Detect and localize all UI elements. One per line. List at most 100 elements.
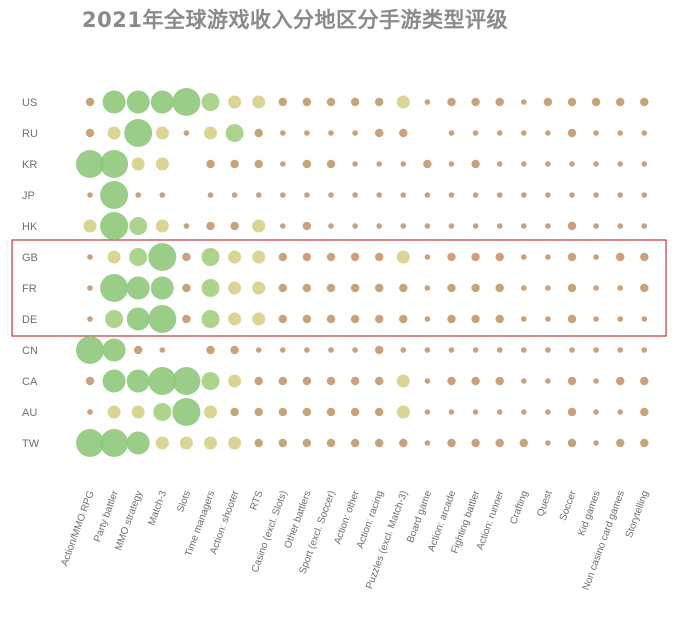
bubble-fr-2 xyxy=(126,276,150,300)
bubble-kr-21 xyxy=(593,161,599,167)
bubble-ca-0 xyxy=(85,376,95,386)
row-label-jp: JP xyxy=(22,190,35,202)
bubble-ru-7 xyxy=(254,128,263,138)
column-label-3: Match-3 xyxy=(146,489,169,527)
bubble-de-17 xyxy=(495,314,504,324)
bubble-kr-17 xyxy=(496,161,503,167)
bubble-au-0 xyxy=(87,409,93,415)
bubble-gb-16 xyxy=(471,252,480,262)
bubble-tw-21 xyxy=(593,440,599,446)
bubble-gb-1 xyxy=(107,250,121,264)
bubble-de-15 xyxy=(447,314,456,324)
bubble-ca-20 xyxy=(567,376,577,386)
bubble-us-11 xyxy=(350,97,360,107)
bubble-ca-2 xyxy=(126,369,150,393)
bubble-ru-23 xyxy=(641,130,648,136)
bubble-gb-18 xyxy=(521,254,527,260)
bubble-de-23 xyxy=(641,316,648,322)
bubble-au-2 xyxy=(131,405,145,419)
bubble-hk-18 xyxy=(521,223,527,229)
bubble-ru-15 xyxy=(448,130,455,136)
bubble-fr-12 xyxy=(375,283,384,293)
bubble-tw-23 xyxy=(640,438,649,448)
bubble-hk-12 xyxy=(376,223,383,229)
column-label-20: Soccer xyxy=(558,489,579,523)
bubble-ca-14 xyxy=(424,378,431,384)
bubble-de-10 xyxy=(326,314,336,324)
bubble-ca-13 xyxy=(396,374,410,388)
bubble-cn-3 xyxy=(159,347,166,353)
bubble-jp-9 xyxy=(304,192,310,198)
bubble-gb-8 xyxy=(278,252,287,262)
bubble-ca-4 xyxy=(172,367,201,395)
bubble-fr-3 xyxy=(150,276,174,300)
bubble-hk-20 xyxy=(567,221,577,231)
bubble-tw-5 xyxy=(204,436,217,450)
bubble-kr-8 xyxy=(280,161,286,167)
bubble-ru-0 xyxy=(85,128,95,138)
chart-title: 2021年全球游戏收入分地区分手游类型评级 xyxy=(82,8,508,32)
bubble-ca-10 xyxy=(326,376,336,386)
bubble-tw-9 xyxy=(302,438,312,448)
bubble-ru-16 xyxy=(472,130,479,136)
bubble-au-8 xyxy=(278,407,287,417)
bubble-fr-13 xyxy=(399,283,408,293)
row-label-us: US xyxy=(22,97,37,109)
bubble-jp-15 xyxy=(448,192,455,198)
bubble-de-8 xyxy=(278,314,287,324)
bubble-kr-10 xyxy=(326,159,336,169)
bubble-de-16 xyxy=(471,314,480,324)
bubble-gb-15 xyxy=(447,252,456,262)
bubble-hk-8 xyxy=(280,223,286,229)
bubble-de-21 xyxy=(593,316,599,322)
bubble-fr-9 xyxy=(302,283,312,293)
bubble-hk-22 xyxy=(617,223,623,229)
bubble-tw-18 xyxy=(519,438,528,448)
bubble-ru-12 xyxy=(375,128,384,138)
bubble-tw-3 xyxy=(155,436,169,450)
bubble-ru-13 xyxy=(399,128,408,138)
bubble-us-17 xyxy=(495,97,504,107)
bubble-ca-6 xyxy=(228,374,242,388)
bubble-ca-21 xyxy=(593,378,599,384)
bubble-fr-17 xyxy=(495,283,504,293)
column-label-0: Action/MMO RPG xyxy=(59,489,97,568)
bubble-ru-17 xyxy=(496,130,503,136)
column-label-7: RTS xyxy=(248,489,265,512)
bubble-us-3 xyxy=(150,90,174,114)
bubble-cn-14 xyxy=(424,347,431,353)
bubble-kr-14 xyxy=(423,159,432,169)
bubble-ru-19 xyxy=(545,130,551,136)
row-label-fr: FR xyxy=(22,283,37,295)
bubble-ca-7 xyxy=(254,376,263,386)
bubble-de-7 xyxy=(252,312,266,326)
row-label-tw: TW xyxy=(22,438,40,450)
bubble-au-12 xyxy=(375,407,384,417)
bubble-ru-11 xyxy=(352,130,358,136)
bubble-us-1 xyxy=(102,90,126,114)
bubble-cn-12 xyxy=(375,345,384,355)
bubble-gb-12 xyxy=(375,252,384,262)
bubble-jp-14 xyxy=(424,192,431,198)
bubble-gb-17 xyxy=(495,252,504,262)
bubble-fr-7 xyxy=(252,281,266,295)
bubble-hk-7 xyxy=(252,219,266,233)
bubble-tw-10 xyxy=(326,438,336,448)
bubble-hk-15 xyxy=(448,223,455,229)
bubble-hk-23 xyxy=(641,223,648,229)
bubble-ru-4 xyxy=(183,130,190,136)
bubble-de-2 xyxy=(126,307,150,331)
bubble-tw-19 xyxy=(545,440,551,446)
bubble-us-2 xyxy=(126,90,150,114)
bubble-au-1 xyxy=(107,405,121,419)
bubble-tw-7 xyxy=(254,438,263,448)
bubble-cn-5 xyxy=(206,345,215,355)
bubble-ru-18 xyxy=(521,130,527,136)
bubble-fr-4 xyxy=(182,283,191,293)
row-label-de: DE xyxy=(22,314,37,326)
bubble-fr-1 xyxy=(100,274,129,302)
bubble-gb-21 xyxy=(593,254,599,260)
bubble-cn-23 xyxy=(641,347,648,353)
bubble-gb-10 xyxy=(326,252,336,262)
bubble-jp-8 xyxy=(280,192,286,198)
